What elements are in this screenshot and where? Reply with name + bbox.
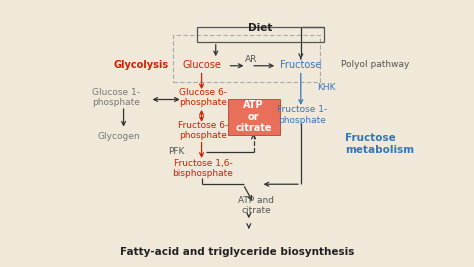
Text: Fatty-acid and triglyceride biosynthesis: Fatty-acid and triglyceride biosynthesis: [120, 247, 354, 257]
Text: Glucose 6-
phosphate: Glucose 6- phosphate: [179, 88, 227, 107]
Text: PFK: PFK: [168, 147, 184, 156]
Text: ATP and
citrate: ATP and citrate: [238, 195, 274, 215]
Text: KHK: KHK: [318, 83, 336, 92]
Text: Fructose 1,6-
bisphosphate: Fructose 1,6- bisphosphate: [173, 159, 233, 178]
Text: Fructose: Fructose: [280, 60, 321, 70]
Text: Polyol pathway: Polyol pathway: [341, 60, 410, 69]
Text: ATP
or
citrate: ATP or citrate: [235, 100, 272, 134]
FancyBboxPatch shape: [228, 99, 280, 135]
Text: Fructose 1-
phosphate: Fructose 1- phosphate: [277, 105, 328, 125]
Text: Fructose 6-
phosphate: Fructose 6- phosphate: [178, 121, 228, 140]
Text: Diet: Diet: [248, 23, 273, 33]
Text: Fructose
metabolism: Fructose metabolism: [345, 133, 414, 155]
Text: Glucose 1-
phosphate: Glucose 1- phosphate: [92, 88, 140, 107]
Text: Glycolysis: Glycolysis: [113, 60, 168, 70]
Text: Glycogen: Glycogen: [98, 132, 140, 141]
Text: AR: AR: [245, 56, 257, 64]
Text: Glucose: Glucose: [182, 60, 221, 70]
